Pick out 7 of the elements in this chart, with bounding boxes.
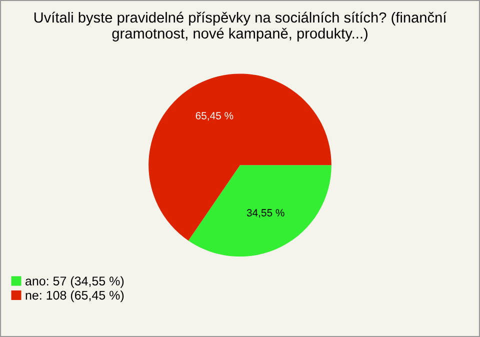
data-label: 34,55 % bbox=[246, 209, 284, 218]
data-label: 65,45 % bbox=[196, 112, 234, 121]
chart-title: Uvítali byste pravidelné příspěvky na sociálních sítích? (finanční gramotnost, nové kampaně, produkty...) bbox=[34, 12, 447, 42]
pie-slice bbox=[148, 74, 332, 241]
pie-slice bbox=[188, 165, 332, 257]
legend-label: ne: 108 (65,45 %) bbox=[26, 290, 124, 302]
legend-label: ano: 57 (34,55 %) bbox=[26, 276, 124, 288]
